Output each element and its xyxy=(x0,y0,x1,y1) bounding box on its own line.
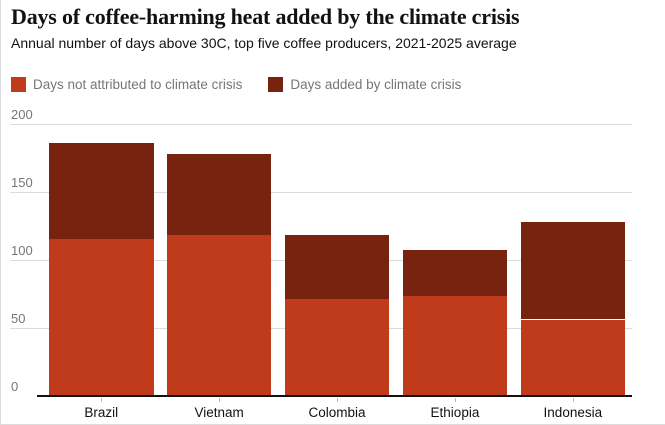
bar-vietnam-added xyxy=(166,153,272,236)
x-axis-label-vietnam: Vietnam xyxy=(194,404,244,420)
bar-vietnam-base xyxy=(166,235,272,396)
x-tick-colombia xyxy=(337,397,339,402)
bar-brazil-added xyxy=(49,143,154,240)
bar-ethiopia-added xyxy=(402,250,508,297)
y-tick-label-0: 0 xyxy=(11,378,19,394)
bar-ethiopia-base xyxy=(402,296,508,396)
bar-indonesia-added xyxy=(520,221,626,320)
chart-title: Days of coffee-harming heat added by the… xyxy=(11,4,520,29)
legend-swatch-not-attributed-icon xyxy=(11,77,26,92)
bar-colombia-base xyxy=(284,299,390,396)
legend: Days not attributed to climate crisis Da… xyxy=(11,77,461,92)
y-tick-label-50: 50 xyxy=(11,310,26,326)
stacked-bar-chart: 0 50 100 150 200 Brazil Vietnam Colombia Ethiopi… xyxy=(1,105,665,424)
legend-label: Days not attributed to climate crisis xyxy=(33,77,243,92)
bar-brazil-base xyxy=(49,239,154,396)
y-tick-label-100: 100 xyxy=(11,242,33,258)
x-tick-vietnam xyxy=(219,397,221,402)
x-axis-label-indonesia: Indonesia xyxy=(543,404,603,420)
bar-indonesia-base xyxy=(520,319,626,396)
x-tick-indonesia xyxy=(572,397,574,402)
gridline-150 xyxy=(10,191,632,193)
legend-swatch-climate-added-icon xyxy=(268,77,284,92)
y-tick-label-200: 200 xyxy=(11,107,33,122)
gridline-200 xyxy=(10,124,632,125)
legend-item-not-attributed: Days not attributed to climate crisis xyxy=(11,77,242,92)
x-tick-ethiopia xyxy=(455,397,456,402)
y-tick-label-150: 150 xyxy=(11,174,33,190)
x-axis-line xyxy=(37,395,632,397)
x-tick-brazil xyxy=(101,397,103,402)
bar-colombia-added xyxy=(284,235,390,300)
chart-subtitle: Annual number of days above 30C, top fiv… xyxy=(11,35,517,51)
legend-item-climate-added: Days added by climate crisis xyxy=(268,77,461,92)
x-axis-label-brazil: Brazil xyxy=(84,404,119,420)
x-axis-label-colombia: Colombia xyxy=(308,404,366,420)
x-axis-label-ethiopia: Ethiopia xyxy=(430,404,480,420)
legend-label: Days added by climate crisis xyxy=(290,77,462,92)
